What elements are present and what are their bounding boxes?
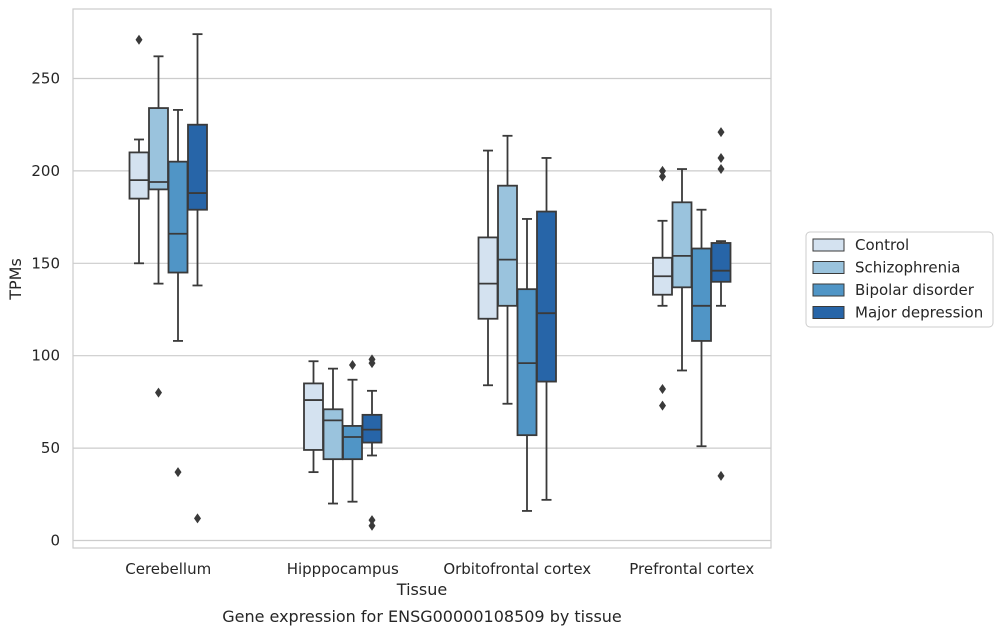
box-2-2 — [516, 218, 538, 512]
box-body — [361, 413, 383, 444]
outlier-point — [659, 171, 666, 182]
outlier-point — [174, 467, 182, 478]
outlier-point — [717, 164, 725, 175]
legend-swatch-1 — [812, 261, 845, 274]
box-0-0 — [128, 34, 150, 265]
box-0-2 — [167, 109, 189, 478]
outlier-point — [717, 152, 725, 163]
box-body — [671, 201, 693, 289]
x-tick-label-0: Cerebellum — [125, 560, 211, 578]
box-0-3 — [187, 33, 208, 524]
box-body — [497, 184, 518, 307]
box-body — [477, 236, 499, 320]
legend-swatch-3 — [812, 306, 845, 319]
box-2-1 — [497, 134, 518, 405]
outlier-point — [659, 165, 666, 176]
box-1-1 — [322, 367, 344, 505]
box-1-0 — [303, 360, 324, 474]
x-tick-label-1: Hipppocampus — [287, 560, 399, 578]
box-1-2 — [342, 359, 363, 503]
box-body — [322, 408, 344, 461]
y-tick-label-50: 50 — [41, 439, 60, 457]
boxes-layer — [128, 33, 732, 531]
outlier-point — [194, 513, 201, 524]
outlier-point — [717, 470, 725, 481]
outlier-point — [659, 400, 666, 411]
box-1-3 — [361, 354, 383, 531]
legend-label-0: Control — [855, 236, 909, 254]
box-2-0 — [477, 149, 499, 387]
outlier-point — [155, 387, 162, 398]
legend: Control Schizophrenia Bipolar disorder Majo… — [805, 231, 994, 328]
x-axis-label: Tissue — [396, 580, 447, 599]
legend-label-1: Schizophrenia — [855, 259, 960, 277]
x-tick-label-2: Orbitofrontal cortex — [443, 560, 591, 578]
box-body — [710, 242, 732, 283]
box-3-0 — [652, 165, 673, 411]
outlier-point — [135, 34, 143, 45]
y-tick-label-0: 0 — [50, 532, 60, 550]
outlier-point — [349, 359, 356, 370]
legend-label-3: Major depression — [855, 304, 983, 322]
box-body — [187, 123, 208, 211]
box-body — [516, 288, 538, 437]
box-2-3 — [536, 157, 557, 501]
outlier-point — [717, 127, 725, 138]
outlier-point — [368, 358, 376, 369]
box-body — [691, 247, 712, 342]
outlier-point — [368, 520, 376, 531]
box-3-2 — [691, 208, 712, 448]
box-3-1 — [671, 168, 693, 372]
box-body — [536, 210, 557, 383]
y-axis-label: TPMs — [6, 258, 25, 301]
box-body — [342, 425, 363, 461]
box-body — [148, 107, 169, 191]
outlier-point — [659, 383, 666, 394]
box-body — [167, 160, 189, 274]
x-tick-label-3: Prefrontal cortex — [629, 560, 754, 578]
chart-caption: Gene expression for ENSG00000108509 by t… — [222, 607, 622, 626]
plot-frame — [72, 8, 772, 549]
box-0-1 — [148, 55, 169, 398]
box-body — [303, 382, 324, 451]
legend-frame — [805, 231, 994, 328]
y-axis-ticks: 0 50 100 150 200 250 — [31, 70, 60, 550]
outlier-point — [368, 515, 376, 526]
y-tick-label-250: 250 — [31, 70, 60, 88]
box-3-3 — [710, 127, 732, 481]
legend-swatch-0 — [812, 238, 845, 252]
y-tick-label-100: 100 — [31, 347, 60, 365]
y-tick-label-150: 150 — [31, 254, 60, 272]
box-body — [128, 151, 150, 200]
y-tick-label-200: 200 — [31, 162, 60, 180]
legend-swatch-2 — [812, 283, 845, 297]
legend-label-2: Bipolar disorder — [855, 281, 975, 299]
x-axis-ticks: Cerebellum Hipppocampus Orbitofrontal cort… — [125, 560, 754, 578]
